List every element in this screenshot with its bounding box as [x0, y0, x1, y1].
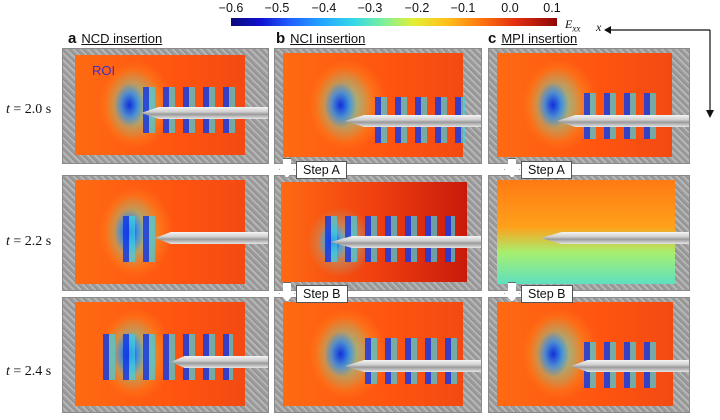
row-label-t22: t = 2.2 s — [6, 234, 52, 249]
image-panel-b-row2 — [274, 175, 482, 291]
image-panel-a-row1 — [62, 48, 269, 164]
colorbar-tick: −0.1 — [450, 1, 476, 15]
image-panel-a-row3 — [62, 297, 269, 413]
colorbar-tick: −0.3 — [357, 1, 383, 15]
image-panel-b-row1 — [274, 48, 482, 164]
colorbar — [231, 18, 557, 26]
panel-title-b: b NCI insertion — [276, 30, 366, 47]
image-panel-a-row2 — [62, 175, 269, 291]
needle-icon — [331, 236, 481, 248]
colorbar-tick: −0.4 — [311, 1, 337, 15]
step-a-label-c: Step A — [521, 161, 572, 179]
needle-icon — [571, 360, 689, 372]
coordinate-axes-icon — [604, 26, 714, 118]
needle-icon — [345, 115, 481, 127]
colorbar-tick: −0.2 — [404, 1, 430, 15]
needle-icon — [541, 232, 689, 244]
row-label-t20: t = 2.0 s — [6, 102, 52, 117]
image-panel-c-row3 — [488, 297, 690, 413]
needle-icon — [155, 232, 268, 244]
step-b-label-c: Step B — [521, 285, 573, 303]
colorbar-tick: −0.6 — [218, 1, 244, 15]
image-panel-b-row3 — [274, 297, 482, 413]
panel-title-a: a NCD insertion — [68, 30, 163, 47]
needle-icon — [141, 107, 268, 119]
needle-icon — [557, 115, 689, 127]
panel-title-c: c MPI insertion — [488, 30, 578, 47]
colorbar-label: Exx — [565, 17, 581, 34]
image-panel-c-row2 — [488, 175, 690, 291]
step-b-label-b: Step B — [296, 285, 348, 303]
row-label-t24: t = 2.4 s — [6, 364, 52, 379]
strain-band — [123, 216, 163, 262]
needle-icon — [345, 360, 481, 372]
image-panel-c-row1 — [488, 48, 690, 164]
x-axis-label: x — [596, 20, 602, 34]
roi-label: ROI — [92, 63, 116, 78]
step-a-label-b: Step A — [296, 161, 347, 179]
colorbar-tick: 0.0 — [501, 1, 519, 15]
needle-icon — [171, 356, 268, 368]
colorbar-tick: −0.5 — [264, 1, 290, 15]
colorbar-tick: 0.1 — [543, 1, 561, 15]
